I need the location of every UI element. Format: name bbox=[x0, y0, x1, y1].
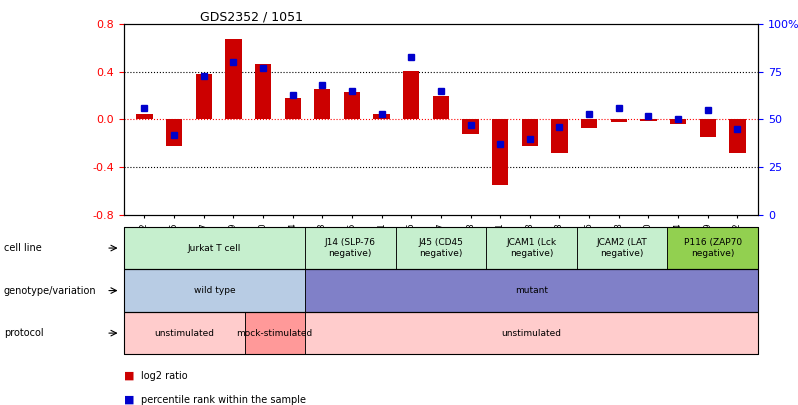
Bar bbox=[344, 92, 360, 119]
Bar bbox=[522, 119, 538, 146]
Text: mock-stimulated: mock-stimulated bbox=[237, 328, 313, 338]
Bar bbox=[373, 113, 389, 119]
Text: log2 ratio: log2 ratio bbox=[141, 371, 188, 381]
Bar bbox=[314, 89, 330, 119]
Text: Jurkat T cell: Jurkat T cell bbox=[188, 243, 241, 253]
Bar bbox=[136, 113, 152, 119]
Text: JCAM2 (LAT
negative): JCAM2 (LAT negative) bbox=[597, 239, 647, 258]
Bar bbox=[403, 71, 420, 119]
Text: unstimulated: unstimulated bbox=[501, 328, 562, 338]
Text: J45 (CD45
negative): J45 (CD45 negative) bbox=[418, 239, 464, 258]
Bar bbox=[225, 38, 242, 119]
Text: mutant: mutant bbox=[515, 286, 548, 295]
Text: genotype/variation: genotype/variation bbox=[4, 286, 97, 296]
Text: unstimulated: unstimulated bbox=[154, 328, 214, 338]
Text: GDS2352 / 1051: GDS2352 / 1051 bbox=[200, 10, 302, 23]
Bar bbox=[166, 119, 182, 146]
Bar bbox=[255, 64, 271, 119]
Bar bbox=[670, 119, 686, 124]
Text: percentile rank within the sample: percentile rank within the sample bbox=[141, 395, 306, 405]
Text: P116 (ZAP70
negative): P116 (ZAP70 negative) bbox=[684, 239, 742, 258]
Text: wild type: wild type bbox=[193, 286, 235, 295]
Bar bbox=[462, 119, 479, 134]
Bar bbox=[196, 74, 212, 119]
Bar bbox=[610, 119, 627, 122]
Bar bbox=[433, 96, 449, 119]
Text: J14 (SLP-76
negative): J14 (SLP-76 negative) bbox=[325, 239, 376, 258]
Bar bbox=[492, 119, 508, 185]
Bar bbox=[700, 119, 716, 137]
Text: ■: ■ bbox=[124, 395, 134, 405]
Bar bbox=[285, 98, 301, 119]
Text: protocol: protocol bbox=[4, 328, 44, 338]
Bar bbox=[551, 119, 567, 153]
Bar bbox=[729, 119, 745, 153]
Bar bbox=[581, 119, 597, 128]
Text: JCAM1 (Lck
negative): JCAM1 (Lck negative) bbox=[507, 239, 556, 258]
Text: ■: ■ bbox=[124, 371, 134, 381]
Text: cell line: cell line bbox=[4, 243, 41, 253]
Bar bbox=[640, 119, 657, 121]
